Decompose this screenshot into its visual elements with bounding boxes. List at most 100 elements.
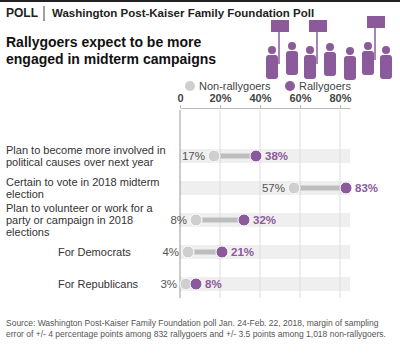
- data-label: 38%: [265, 150, 288, 162]
- tick-label: 80%: [329, 92, 351, 104]
- row-band: [180, 277, 350, 291]
- figure-body: [344, 56, 356, 80]
- figure-body: [362, 51, 374, 75]
- marks: [180, 150, 352, 290]
- tick: 60%: [289, 92, 311, 108]
- tick-mark: [220, 105, 221, 108]
- figure-head: [326, 43, 334, 51]
- badge: POLL: [6, 6, 38, 20]
- tick-mark: [300, 105, 301, 108]
- chart: POLL Washington Post-Kaiser Family Founda…: [0, 0, 400, 362]
- figure-head: [288, 42, 296, 50]
- sign: [271, 20, 289, 32]
- grid-line: [300, 110, 301, 298]
- sign: [309, 20, 327, 32]
- text-line: Plan to volunteer or work for a: [6, 202, 154, 214]
- sign-pole: [278, 32, 280, 64]
- data-label: 4%: [162, 246, 179, 258]
- illustration: [266, 16, 392, 80]
- figure-head: [306, 46, 314, 54]
- sign-pole: [374, 28, 376, 60]
- grid-line: [180, 110, 181, 298]
- data-label: 57%: [262, 182, 285, 194]
- dot: [288, 182, 300, 194]
- text-line: political causes over next year: [6, 156, 154, 168]
- category-label: For Republicans: [58, 278, 139, 290]
- title: Rallygoers expect to be moreengaged in m…: [6, 34, 216, 67]
- text-line: election: [6, 188, 44, 200]
- text-line: Source: Washington Post-Kaiser Family Fo…: [6, 318, 379, 328]
- legend: Non-rallygoers Rallygoers: [185, 80, 351, 92]
- data-label: 83%: [355, 182, 378, 194]
- tick-label: 20%: [209, 92, 231, 104]
- dot: [182, 246, 194, 258]
- text-line: error of +/- 4 percentage points among 8…: [6, 329, 386, 339]
- row-bands: [180, 149, 350, 291]
- row-band: [180, 181, 350, 195]
- text-line: party or campaign in 2018: [6, 214, 133, 226]
- source: Source: Washington Post-Kaiser Family Fo…: [6, 318, 386, 339]
- legend-swatch: [285, 81, 295, 91]
- category-label: Certain to vote in 2018 midtermelection: [6, 176, 159, 200]
- figure-body: [304, 55, 316, 79]
- tick-mark: [180, 105, 181, 108]
- legend-label: Non-rallygoers: [199, 80, 271, 92]
- dot: [340, 182, 352, 194]
- row-band: [180, 213, 350, 227]
- text-line: engaged in midterm campaigns: [6, 51, 216, 67]
- category-label: For Democrats: [58, 246, 131, 258]
- dot: [208, 150, 220, 162]
- dot: [216, 246, 228, 258]
- tick-mark: [340, 105, 341, 108]
- dot: [250, 150, 262, 162]
- data-label: 17%: [182, 150, 205, 162]
- grid-line: [340, 110, 341, 298]
- text-line: Rallygoers expect to be more: [6, 34, 202, 50]
- tick: 40%: [249, 92, 271, 108]
- row-band: [180, 245, 350, 259]
- figure-body: [266, 55, 278, 79]
- figure-body: [286, 51, 298, 75]
- data-label: 8%: [205, 278, 222, 290]
- legend-label: Rallygoers: [299, 80, 351, 92]
- text-line: Certain to vote in 2018 midterm: [6, 176, 159, 188]
- category-label: Plan to volunteer or work for aparty or …: [6, 202, 154, 238]
- dot: [238, 214, 250, 226]
- grid: [180, 110, 340, 298]
- figure-head: [268, 46, 276, 54]
- connector: [294, 186, 346, 191]
- figure-head: [364, 42, 372, 50]
- grid-line: [220, 110, 221, 298]
- data-labels: 17% 57% 8% 4% 3% 38% 83% 32% 21% 8%: [160, 150, 378, 290]
- figure-body: [324, 52, 336, 76]
- text-line: For Democrats: [58, 246, 131, 258]
- data-label: 21%: [231, 246, 254, 258]
- tick-label: 40%: [249, 92, 271, 104]
- figure-head: [382, 46, 390, 54]
- data-label: 8%: [170, 214, 187, 226]
- dot: [190, 278, 202, 290]
- tick-mark: [260, 105, 261, 108]
- text-line: Plan to become more involved in: [6, 144, 166, 156]
- tick: 80%: [329, 92, 351, 108]
- figure-head: [346, 47, 354, 55]
- data-label: 32%: [253, 214, 276, 226]
- x-axis: 0 20% 40% 60% 80%: [177, 92, 351, 109]
- grid-line: [260, 110, 261, 298]
- figure-body: [380, 55, 392, 79]
- tick-label: 60%: [289, 92, 311, 104]
- tick-label: 0: [177, 92, 183, 104]
- data-label: 3%: [160, 278, 177, 290]
- axis-line: [181, 108, 351, 109]
- tick: 20%: [209, 92, 231, 108]
- row-band: [180, 149, 350, 163]
- category-label: Plan to become more involved inpolitical…: [6, 144, 166, 168]
- text-line: elections: [6, 226, 50, 238]
- sign: [367, 16, 385, 28]
- category-labels: Plan to become more involved inpolitical…: [6, 144, 166, 290]
- header-rule: [0, 0, 400, 2]
- tick: 0: [177, 92, 183, 108]
- text-line: For Republicans: [58, 278, 139, 290]
- legend-swatch: [185, 81, 195, 91]
- header: Washington Post-Kaiser Family Foundation…: [52, 7, 314, 19]
